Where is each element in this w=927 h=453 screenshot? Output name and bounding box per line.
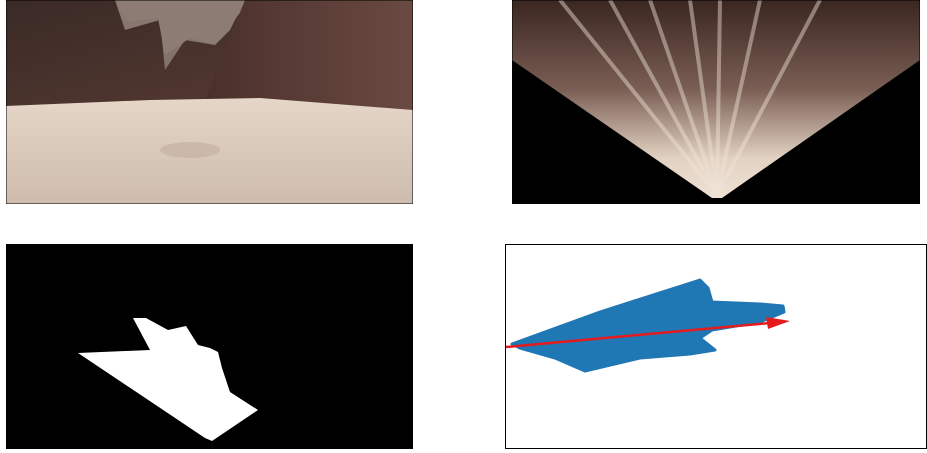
direction-arrow [505,321,771,349]
navigable-region [78,318,258,441]
rock-face [205,0,413,112]
warped-image [512,0,920,204]
threshold-image [6,244,413,449]
rover-coords-plot [505,244,927,449]
arrow-head [766,317,790,329]
shadow [160,142,220,158]
warped-fan [512,0,920,198]
camera-image [6,0,413,204]
streaks [558,0,822,197]
sky-gap [115,0,245,55]
